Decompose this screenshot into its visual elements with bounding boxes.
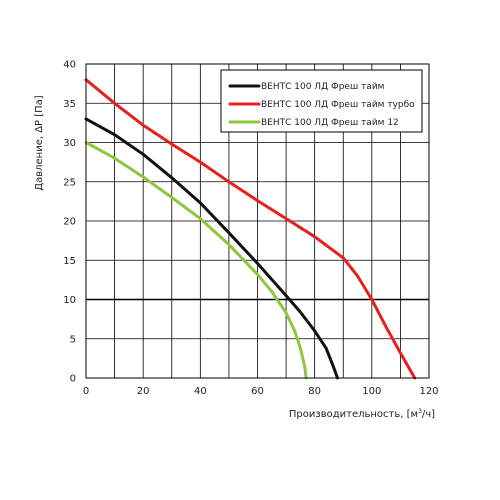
- y-tick-label: 40: [63, 60, 76, 71]
- y-tick-label: 15: [63, 256, 76, 267]
- x-tick-label: 60: [251, 386, 264, 397]
- series-line-2: [84, 78, 417, 380]
- y-tick-label: 5: [70, 334, 76, 345]
- y-tick-label: 0: [70, 374, 76, 385]
- x-tick-label: 40: [194, 386, 207, 397]
- y-tick-label: 30: [63, 138, 76, 149]
- plot-border: [85, 63, 430, 379]
- legend-label-1: ВЕНТС 100 ЛД Фреш тайм: [261, 82, 384, 92]
- x-tick-label: 0: [83, 386, 89, 397]
- y-tick-labels: 0 5 10 15 20 25 30 35 40: [63, 60, 76, 385]
- series-line-3: [84, 141, 308, 380]
- x-tick-label: 100: [362, 386, 381, 397]
- x-tick-label: 120: [419, 386, 438, 397]
- x-tick-labels: 0 20 40 60 80 100 120: [83, 386, 439, 397]
- y-tick-label: 20: [63, 217, 76, 228]
- series-line-1: [84, 117, 339, 380]
- x-axis-label: Производительность, [м3/ч]: [289, 408, 435, 420]
- x-tick-label: 80: [308, 386, 321, 397]
- plot-frame: [85, 63, 430, 379]
- y-tick-label: 10: [63, 295, 76, 306]
- legend-label-2: ВЕНТС 100 ЛД Фреш тайм турбо: [261, 100, 415, 110]
- legend: ВЕНТС 100 ЛД Фреш тайм ВЕНТС 100 ЛД Фреш …: [220, 69, 423, 133]
- y-axis-label: Давление, ΔР [Па]: [34, 95, 45, 191]
- y-tick-label: 35: [63, 99, 76, 110]
- y-tick-label: 25: [63, 177, 76, 188]
- series-group: [84, 78, 417, 380]
- legend-label-3: ВЕНТС 100 ЛД Фреш тайм 12: [261, 118, 399, 128]
- x-tick-label: 20: [137, 386, 150, 397]
